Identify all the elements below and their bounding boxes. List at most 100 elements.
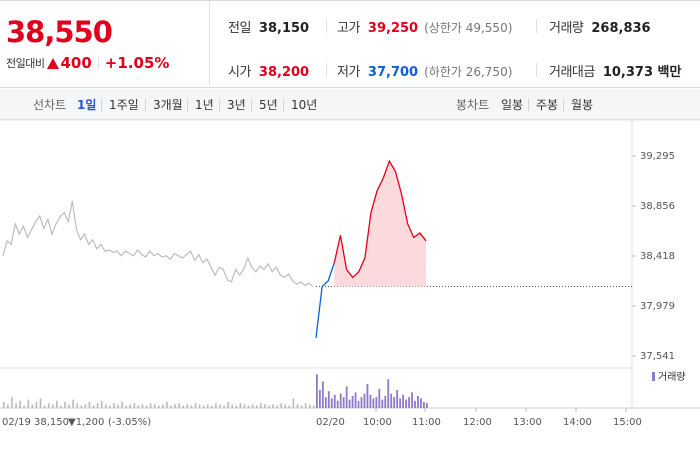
volume-bar-prev: [137, 405, 140, 408]
volume-bar-prev: [23, 405, 25, 408]
period-tab-1d[interactable]: 1일: [77, 98, 97, 112]
volume-bar-today: [357, 400, 360, 408]
low-value: 37,700: [367, 65, 419, 80]
volume-bar-prev: [158, 405, 160, 408]
x-tick-label: 14:00: [563, 417, 592, 428]
stat-divider: [326, 63, 327, 77]
prev-close-stat: 전일 38,150: [228, 17, 309, 36]
volume-stat: 거래량 268,836: [549, 17, 651, 36]
volume-legend-label: 거래량: [658, 371, 686, 383]
open-label: 시가: [228, 65, 251, 80]
x-tick-label: 12:00: [463, 417, 492, 428]
volume-bar-prev: [133, 403, 136, 408]
volume-bar-prev: [129, 404, 132, 408]
candle-tab-monthly[interactable]: 월봉: [571, 98, 594, 112]
volume-legend-swatch: [652, 372, 655, 381]
volume-bar-prev: [11, 397, 13, 408]
toolbar-divider: [219, 99, 220, 111]
volume-bar-today: [318, 390, 321, 408]
volume-bar-prev: [174, 404, 176, 408]
volume-bar-today: [417, 396, 419, 408]
volume-bar-prev: [80, 405, 83, 408]
volume-bar-prev: [235, 405, 238, 408]
volume-bar-prev: [153, 404, 156, 408]
volume-bar-today: [348, 399, 351, 408]
open-stat: 시가 38,200: [228, 61, 309, 80]
period-tab-10y[interactable]: 10년: [291, 98, 318, 112]
period-tab-1w[interactable]: 1주일: [109, 98, 139, 112]
toolbar-divider: [145, 99, 146, 111]
prev-close-label: 전일: [228, 21, 251, 36]
volume-bar-prev: [88, 402, 91, 408]
today-price-line-down: [315, 262, 335, 338]
volume-bar-prev: [68, 404, 70, 408]
volume-bar-prev: [292, 398, 295, 408]
period-tab-3m[interactable]: 3개월: [153, 98, 183, 112]
x-tick-label: 11:00: [412, 417, 441, 428]
volume-bar-today: [339, 393, 342, 408]
prev-day-price-line: [2, 200, 314, 288]
volume-bar-prev: [227, 402, 229, 408]
volume-bar-prev: [178, 403, 180, 408]
volume-bar-today: [375, 397, 378, 408]
volume-bar-prev: [276, 405, 278, 408]
high-stat: 고가 39,250 (상한가 49,550): [337, 17, 512, 36]
volume-bar-today: [378, 388, 381, 408]
volume-bar-prev: [243, 404, 246, 408]
period-tab-3y[interactable]: 3년: [227, 98, 246, 112]
amount-value: 10,373 백만: [602, 65, 682, 80]
change-label: 전일대비: [6, 57, 45, 70]
volume-bar-prev: [19, 400, 21, 408]
volume-bar-prev: [145, 405, 148, 408]
volume-bar-prev: [202, 405, 205, 408]
volume-bar-prev: [15, 403, 17, 408]
volume-bar-prev: [141, 404, 144, 408]
volume-bar-prev: [51, 404, 54, 408]
volume-bar-today: [399, 398, 402, 408]
volume-bar-prev: [198, 404, 201, 408]
toolbar-divider: [283, 99, 284, 111]
volume-bar-today: [387, 379, 390, 408]
volume-bar-prev: [162, 404, 164, 408]
toolbar-divider: [528, 99, 529, 111]
volume-bar-today: [363, 393, 366, 408]
volume-bar-prev: [300, 405, 303, 408]
intraday-price-chart[interactable]: 39,295 38,856 38,418 37,979 37,541 거래량 02/19 38…: [0, 120, 700, 450]
volume-bar-prev: [166, 402, 168, 408]
candle-tab-weekly[interactable]: 주봉: [536, 98, 559, 112]
lower-limit: (하한가 26,750): [424, 65, 513, 79]
x-tick-label: 13:00: [513, 417, 542, 428]
volume-bar-prev: [219, 404, 221, 408]
volume-bar-today: [420, 398, 422, 408]
candle-tab-daily[interactable]: 일봉: [501, 98, 524, 112]
y-tick-label: 38,856: [640, 201, 675, 212]
toolbar-divider: [187, 99, 188, 111]
volume-bar-today: [411, 392, 413, 408]
volume-bar-prev: [117, 404, 119, 408]
volume-bar-prev: [304, 403, 307, 408]
volume-value: 268,836: [591, 21, 651, 36]
volume-bar-prev: [284, 404, 287, 408]
volume-bar-prev: [255, 405, 258, 408]
y-tick-label: 38,418: [640, 251, 675, 262]
volume-bar-prev: [39, 398, 42, 408]
volume-bar-prev: [7, 404, 9, 408]
volume-bar-prev: [182, 405, 185, 408]
volume-bar-prev: [92, 405, 95, 408]
x-date-label-prev: 02/19: [2, 417, 31, 428]
price-change-line: 전일대비 400 +1.05%: [6, 54, 169, 72]
volume-bar-prev: [223, 405, 225, 408]
volume-bar-today: [324, 397, 327, 408]
period-tab-5y[interactable]: 5년: [259, 98, 278, 112]
volume-bar-prev: [125, 405, 127, 408]
prev-day-change-percent-label: (-3.05%): [108, 417, 151, 428]
volume-bar-prev: [76, 403, 79, 408]
volume-bar-today: [369, 394, 372, 408]
stock-summary-panel: 38,550 전일대비 400 +1.05% 전일 38,150 고가 39,2…: [0, 0, 700, 88]
period-tab-1y[interactable]: 1년: [195, 98, 214, 112]
volume-bar-today: [414, 400, 416, 408]
volume-bar-prev: [64, 402, 66, 408]
volume-bar-today: [384, 396, 387, 408]
y-tick-label: 39,295: [640, 151, 675, 162]
volume-bar-prev: [96, 403, 99, 408]
